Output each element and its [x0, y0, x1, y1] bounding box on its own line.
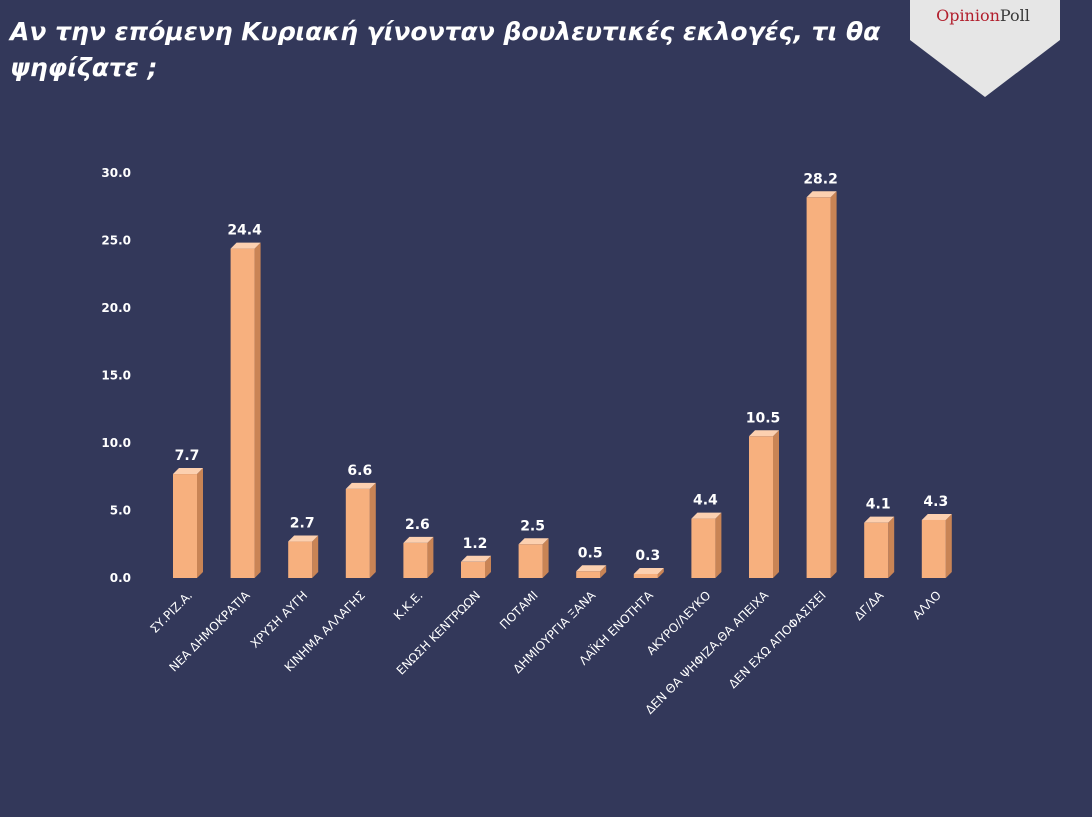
bar — [461, 561, 485, 578]
x-tick-label: Κ.Κ.Ε. — [391, 588, 425, 622]
x-tick-label: ΔΕΝ ΘΑ ΨΗΦΙΖΑ,ΘΑ ΑΠΕΙΧΑ — [642, 588, 771, 717]
data-label: 7.7 — [175, 448, 200, 464]
y-tick-label: 25.0 — [101, 234, 131, 248]
bar-side — [888, 516, 895, 578]
bar — [691, 518, 716, 578]
bar-side — [369, 482, 376, 578]
bar-top — [518, 538, 549, 545]
bar-side — [715, 512, 722, 578]
data-label: 2.5 — [520, 518, 545, 534]
data-label: 24.4 — [227, 223, 262, 239]
logo-text-opinion: Opinion — [936, 6, 1000, 25]
bar — [864, 522, 889, 578]
bar-top — [461, 555, 491, 562]
data-label: 10.5 — [746, 410, 781, 426]
y-tick-label: 0.0 — [110, 571, 131, 585]
y-tick-label: 20.0 — [101, 301, 131, 315]
y-tick-label: 30.0 — [101, 166, 131, 180]
y-tick-label: 5.0 — [110, 504, 131, 518]
bar-top — [633, 567, 664, 574]
bar — [576, 571, 601, 578]
bar-top — [806, 191, 837, 198]
bar — [921, 519, 946, 578]
y-tick-label: 15.0 — [101, 369, 131, 383]
data-label: 0.5 — [578, 545, 603, 561]
bar-top — [288, 535, 319, 542]
x-tick-label: ΑΛΛΟ — [910, 588, 944, 622]
data-label: 2.7 — [290, 516, 315, 532]
data-label: 0.3 — [635, 548, 660, 564]
bar-side — [312, 535, 319, 578]
x-tick-label: ΧΡΥΣΗ ΑΥΓΗ — [248, 588, 311, 651]
data-label: 4.4 — [693, 493, 718, 509]
page-title: Αν την επόμενη Κυριακή γίνονταν βουλευτι… — [10, 17, 881, 82]
logo-badge — [910, 0, 1060, 97]
data-label: 28.2 — [803, 171, 838, 187]
bar-top — [345, 482, 376, 489]
data-label: 6.6 — [347, 463, 372, 479]
bar — [806, 197, 831, 579]
y-tick-label: 10.0 — [101, 436, 131, 450]
logo: OpinionPoll — [918, 6, 1048, 25]
bar-side — [773, 430, 779, 578]
bar-top — [691, 512, 722, 519]
logo-text-poll: Poll — [999, 6, 1030, 25]
bar — [633, 573, 658, 578]
bar-top — [403, 536, 434, 543]
data-label: 2.6 — [405, 517, 430, 533]
bar — [403, 542, 428, 578]
bar-top — [921, 513, 952, 520]
bar-side — [600, 565, 607, 578]
data-label: 4.1 — [866, 497, 891, 513]
x-tick-label: ΔΓ/ΔΑ — [851, 588, 886, 623]
data-label: 4.3 — [923, 494, 948, 510]
bar-top — [576, 565, 607, 572]
bar-side — [657, 567, 664, 578]
bar-side — [542, 538, 549, 578]
bar — [345, 488, 370, 578]
bar — [173, 474, 197, 578]
bar-top — [173, 468, 203, 475]
bar-side — [254, 242, 261, 578]
x-tick-label: ΔΕΝ ΕΧΩ ΑΠΟΦΑΣΙΣΕΙ — [726, 588, 829, 691]
bar-side — [830, 191, 837, 579]
bar — [518, 544, 543, 578]
bar — [749, 436, 773, 578]
x-tick-label: ΠΟΤΑΜΙ — [497, 588, 541, 632]
data-label: 1.2 — [463, 536, 488, 552]
bar-side — [197, 468, 203, 578]
bar-side — [427, 536, 434, 578]
bar-side — [945, 513, 952, 578]
bar-top — [749, 430, 779, 437]
bar — [288, 541, 313, 578]
x-tick-label: ΣΥ.ΡΙΖ.Α. — [147, 588, 195, 636]
bar-side — [485, 555, 491, 578]
bar-top — [230, 242, 261, 249]
bar — [230, 248, 255, 578]
bar-top — [864, 516, 895, 523]
